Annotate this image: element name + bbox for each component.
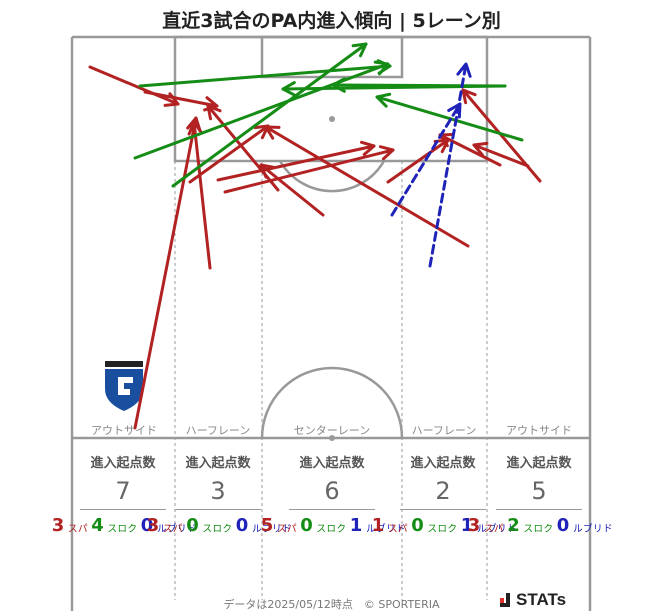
pass-arrow (264, 125, 470, 248)
lane-stats-5: 進入起点数 5 3 パス 2 クロス 0 ドリブル (468, 452, 612, 536)
pass-label: パス (385, 522, 407, 533)
dribble-count: 0 ドリブル (140, 515, 196, 536)
lane-stats-1: 進入起点数 7 3 パス 4 クロス 0 ドリブル (52, 452, 196, 536)
lane-name-5: アウトサイド (506, 424, 572, 437)
pass-value: 5 (260, 515, 274, 536)
pass-label: パス (160, 522, 182, 533)
cross-count: 0 クロス (186, 515, 231, 536)
cross-arrow (133, 60, 390, 160)
dribble-count: 0 ドリブル (556, 515, 612, 536)
dribble-value: 0 (140, 515, 154, 536)
team-crest (105, 361, 143, 411)
stat-header: 進入起点数 (410, 456, 476, 471)
stat-breakdown: 1 パス 0 クロス 1 ドリブル (372, 515, 516, 536)
brand-text: STATs (516, 590, 567, 609)
cross-arrow (375, 92, 524, 142)
penalty-area (173, 35, 489, 163)
dribble-value: 0 (556, 515, 570, 536)
stat-total: 2 (400, 477, 486, 510)
pass-arrow (133, 116, 202, 430)
pass-arrow (143, 90, 219, 112)
pass-arrow (259, 163, 325, 217)
center-circle (260, 366, 404, 439)
goal-area (260, 35, 404, 79)
cross-value: 0 (411, 515, 424, 536)
cross-value: 4 (91, 515, 104, 536)
pass-label: パス (65, 522, 87, 533)
lane-name-4: ハーフレーン (411, 424, 477, 437)
lane-name-1: アウトサイド (91, 424, 157, 437)
cross-count: 0 クロス (300, 515, 345, 536)
dribble-label: ドリブル (570, 522, 612, 533)
cross-label: クロス (199, 522, 231, 533)
penalty-spot (329, 116, 335, 122)
stat-breakdown: 3 パス 0 クロス 0 ドリブル (147, 515, 291, 536)
stat-breakdown: 3 パス 2 クロス 0 ドリブル (468, 515, 612, 536)
pass-count: 3 パス (146, 515, 182, 536)
cross-count: 0 クロス (411, 515, 456, 536)
dribble-value: 0 (235, 515, 249, 536)
lane-name-3: センターレーン (293, 424, 371, 437)
dribble-count: 0 ドリブル (235, 515, 291, 536)
pass-value: 3 (146, 515, 160, 536)
pass-count: 1 パス (371, 515, 407, 536)
cross-arrow (138, 59, 392, 88)
dribble-label: ドリブル (363, 522, 405, 533)
pass-arrow (472, 141, 530, 168)
pass-arrow (216, 140, 376, 182)
stat-header: 進入起点数 (506, 456, 572, 471)
dribble-label: ドリブル (474, 522, 516, 533)
dribble-label: ドリブル (154, 522, 196, 533)
pass-count: 3 パス (467, 515, 503, 536)
dribble-value: 1 (460, 515, 474, 536)
dribble-arrow (428, 62, 472, 268)
pass-arrow (88, 65, 180, 107)
brand-logo: STATs (500, 590, 566, 610)
cross-value: 0 (186, 515, 199, 536)
dribble-value: 1 (349, 515, 363, 536)
dribble-count: 1 ドリブル (349, 515, 405, 536)
pass-label: パス (481, 522, 503, 533)
stat-total: 6 (289, 477, 375, 510)
stat-breakdown: 5 パス 0 クロス 1 ドリブル (261, 515, 405, 536)
stat-breakdown: 3 パス 4 クロス 0 ドリブル (52, 515, 196, 536)
cross-arrow (331, 77, 507, 93)
stat-header: 進入起点数 (185, 456, 251, 471)
lane-stats-2: 進入起点数 3 3 パス 0 クロス 0 ドリブル (147, 452, 291, 536)
arrows-layer (88, 42, 542, 430)
stat-total: 3 (175, 477, 261, 510)
pass-value: 3 (467, 515, 481, 536)
cross-arrow (171, 42, 368, 188)
cross-label: クロス (424, 522, 456, 533)
cross-label: クロス (520, 522, 552, 533)
stat-header: 進入起点数 (90, 456, 156, 471)
dribble-count: 1 ドリブル (460, 515, 516, 536)
pass-value: 1 (371, 515, 385, 536)
data-footer: データは2025/05/12時点 © SPORTERIA (223, 598, 440, 611)
pass-arrow (223, 145, 395, 194)
pass-arrow (187, 120, 212, 270)
pass-count: 5 パス (260, 515, 296, 536)
pass-label: パス (274, 522, 296, 533)
stat-header: 進入起点数 (299, 456, 365, 471)
center-spot (329, 435, 335, 441)
stat-total: 5 (496, 477, 582, 510)
pass-value: 3 (51, 515, 65, 536)
cross-label: クロス (313, 522, 345, 533)
lane-dividers (174, 161, 488, 600)
cross-label: クロス (104, 522, 136, 533)
lane-stats-3: 進入起点数 6 5 パス 0 クロス 1 ドリブル (261, 452, 405, 536)
lane-stats-4: 進入起点数 2 1 パス 0 クロス 1 ドリブル (372, 452, 516, 536)
cross-count: 4 クロス (91, 515, 136, 536)
cross-count: 2 クロス (507, 515, 552, 536)
stat-total: 7 (80, 477, 166, 510)
dribble-label: ドリブル (249, 522, 291, 533)
cross-value: 0 (300, 515, 313, 536)
cross-value: 2 (507, 515, 520, 536)
chart-title: 直近3試合のPA内進入傾向 | 5レーン別 (162, 10, 501, 32)
lane-name-2: ハーフレーン (185, 424, 251, 437)
pass-count: 3 パス (51, 515, 87, 536)
brand-mark-icon (500, 593, 512, 607)
